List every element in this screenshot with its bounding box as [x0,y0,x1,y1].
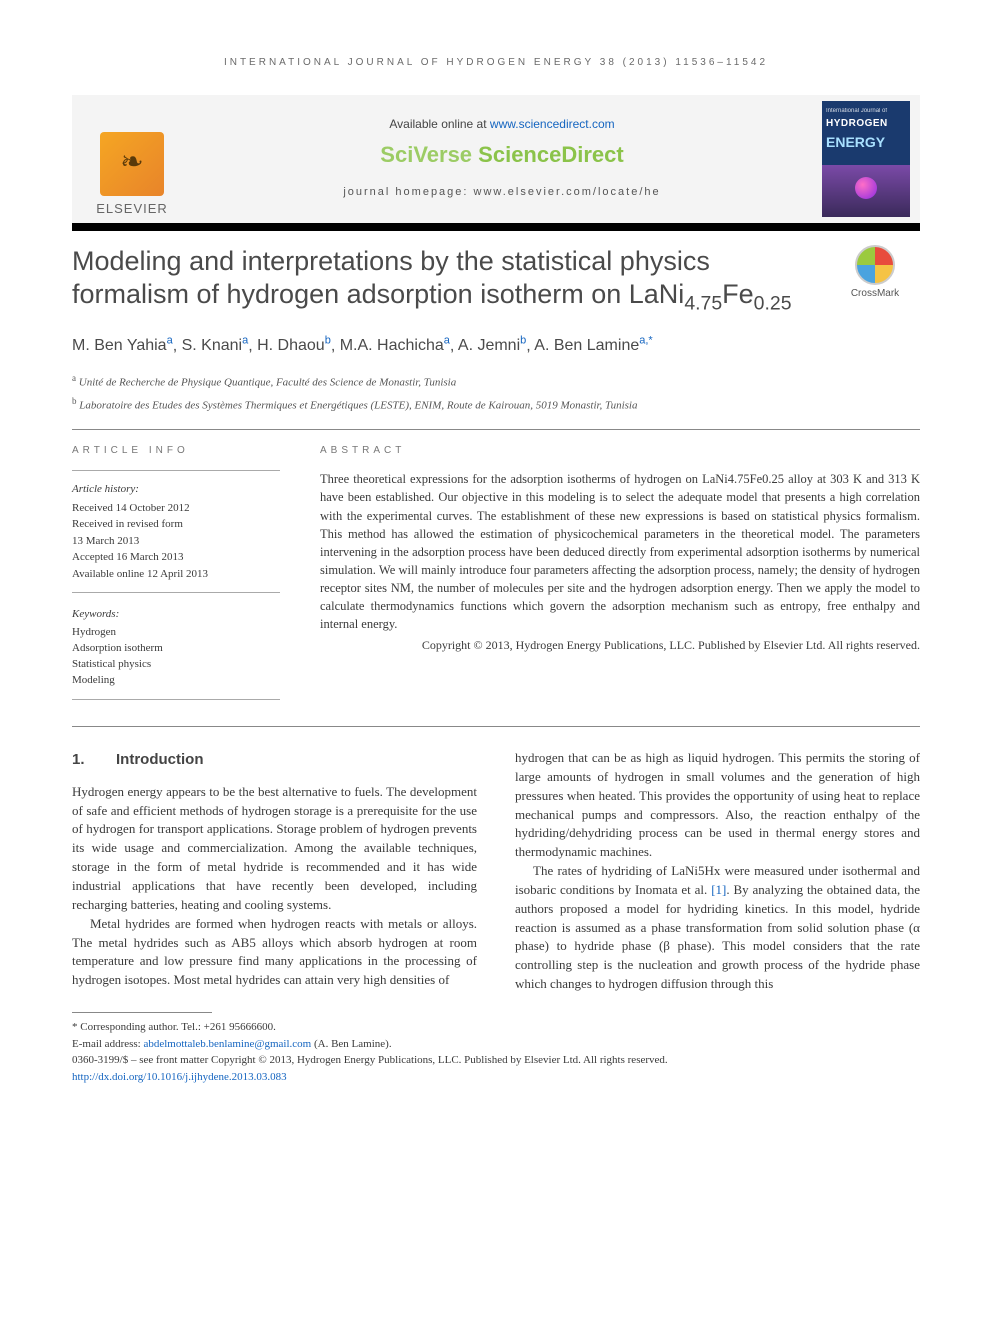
title-mid: Fe [722,279,754,309]
author: M. Ben Yahiaa [72,337,173,354]
author-aff-marker: a,* [639,335,652,347]
citation-link-1[interactable]: [1] [711,882,726,897]
sciverse-text: SciVerse [380,142,478,167]
intro-para-1: Hydrogen energy appears to be the best a… [72,783,477,915]
keyword: Modeling [72,673,280,689]
keywords-block: Keywords: HydrogenAdsorption isothermSta… [72,607,280,700]
crossmark-icon [855,245,895,285]
keyword: Hydrogen [72,625,280,641]
history-line: Accepted 16 March 2013 [72,549,280,566]
history-line: Received 14 October 2012 [72,500,280,517]
author: M.A. Hachichaa [340,337,450,354]
available-online-line: Available online at www.sciencedirect.co… [192,116,812,133]
affiliation-a-text: Unité de Recherche de Physique Quantique… [79,376,456,388]
body-two-column: 1.Introduction Hydrogen energy appears t… [72,749,920,994]
footnote-rule [72,1012,212,1013]
issn-copyright-line: 0360-3199/$ – see front matter Copyright… [72,1052,920,1069]
sciencedirect-logo: SciVerse ScienceDirect [192,139,812,171]
publisher-logo-block: ❧ ELSEVIER [72,95,192,223]
footnotes: * Corresponding author. Tel.: +261 95666… [72,1019,920,1085]
cover-top-line: International Journal of [826,107,906,116]
elsevier-wordmark: ELSEVIER [96,200,168,219]
crossmark-widget[interactable]: CrossMark [830,245,920,316]
keyword: Adsorption isotherm [72,641,280,657]
cover-orb-icon [855,177,877,199]
title-sub1: 4.75 [684,293,722,315]
abstract-heading: ABSTRACT [320,444,920,459]
author: H. Dhaoub [257,337,331,354]
keywords-label: Keywords: [72,607,280,623]
corr-label: * Corresponding author. [72,1021,179,1033]
section-1-heading: 1.Introduction [72,749,477,771]
journal-banner: ❧ ELSEVIER Available online at www.scien… [72,95,920,231]
article-info-column: ARTICLE INFO Article history: Received 1… [72,444,280,700]
author-aff-marker: a [444,335,450,347]
divider [72,726,920,727]
body-column-right: hydrogen that can be as high as liquid h… [515,749,920,994]
available-prefix: Available online at [389,117,490,131]
divider [72,429,920,430]
author-list: M. Ben Yahiaa, S. Knania, H. Dhaoub, M.A… [72,334,920,358]
author-aff-marker: b [520,335,526,347]
abstract-copyright: Copyright © 2013, Hydrogen Energy Public… [320,637,920,654]
corresponding-author-line: * Corresponding author. Tel.: +261 95666… [72,1019,920,1036]
author-aff-marker: a [167,335,173,347]
history-label: Article history: [72,481,280,498]
elsevier-tree-icon: ❧ [100,132,164,196]
cover-energy-line: ENERGY [826,132,906,152]
intro-para-4: The rates of hydriding of LaNi5Hx were m… [515,862,920,994]
journal-homepage-line: journal homepage: www.elsevier.com/locat… [192,185,812,201]
intro-para-3: hydrogen that can be as high as liquid h… [515,749,920,862]
author: A. Ben Laminea,* [534,337,652,354]
section-number: 1. [72,749,116,771]
para4-text-b: . By analyzing the obtained data, the au… [515,882,920,991]
sciencedirect-url-link[interactable]: www.sciencedirect.com [490,117,615,131]
abstract-column: ABSTRACT Three theoretical expressions f… [320,444,920,700]
history-line: Received in revised form [72,516,280,533]
affiliation-b-text: Laboratoire des Etudes des Systèmes Ther… [79,400,637,412]
running-header: INTERNATIONAL JOURNAL OF HYDROGEN ENERGY… [72,56,920,71]
email-suffix: (A. Ben Lamine). [311,1038,391,1050]
author: S. Knania [182,337,249,354]
body-column-left: 1.Introduction Hydrogen energy appears t… [72,749,477,994]
keyword: Statistical physics [72,657,280,673]
affiliation-a: a Unité de Recherche de Physique Quantiq… [72,372,920,392]
journal-cover-thumbnail: International Journal of HYDROGEN ENERGY [822,101,910,217]
article-history-block: Article history: Received 14 October 201… [72,470,280,593]
author: A. Jemnib [458,337,526,354]
corr-tel: Tel.: +261 95666600. [179,1021,276,1033]
abstract-text: Three theoretical expressions for the ad… [320,470,920,633]
article-info-heading: ARTICLE INFO [72,444,280,459]
title-main: Modeling and interpretations by the stat… [72,246,710,310]
email-link[interactable]: abdelmottaleb.benlamine@gmail.com [143,1038,311,1050]
doi-link[interactable]: http://dx.doi.org/10.1016/j.ijhydene.201… [72,1071,287,1083]
author-aff-marker: b [325,335,331,347]
email-line: E-mail address: abdelmottaleb.benlamine@… [72,1036,920,1053]
title-sub2: 0.25 [754,293,792,315]
crossmark-label: CrossMark [851,288,899,299]
affiliation-b: b Laboratoire des Etudes des Systèmes Th… [72,395,920,415]
sciencedirect-text: ScienceDirect [478,142,624,167]
history-line: 13 March 2013 [72,533,280,550]
article-title: Modeling and interpretations by the stat… [72,245,810,316]
section-title: Introduction [116,751,203,768]
cover-title-line: HYDROGEN [826,117,906,132]
author-aff-marker: a [242,335,248,347]
email-label: E-mail address: [72,1038,143,1050]
history-line: Available online 12 April 2013 [72,566,280,583]
intro-para-2: Metal hydrides are formed when hydrogen … [72,915,477,990]
